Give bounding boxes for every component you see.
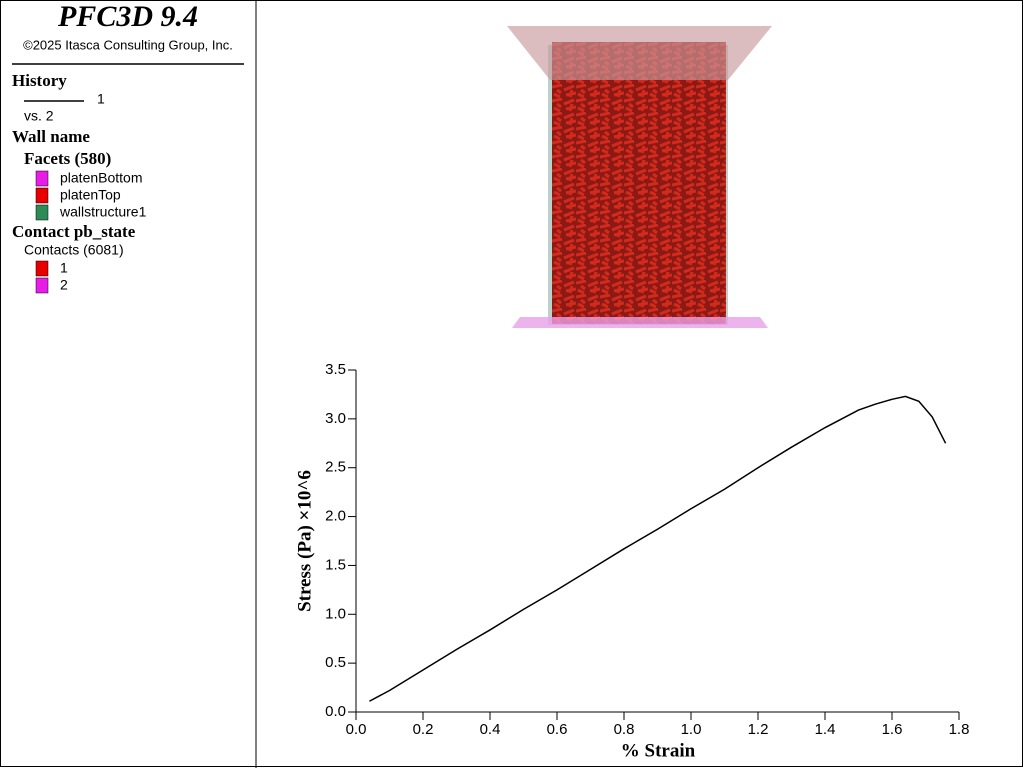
legend-subheading: Contacts (6081): [24, 242, 124, 258]
platen-bottom: [512, 317, 768, 328]
platen-top: [507, 26, 772, 80]
y-tick-label: 0.0: [325, 703, 346, 720]
y-tick-label: 1.5: [325, 556, 346, 573]
app-title: PFC3D 9.4: [57, 0, 198, 33]
model-render: [507, 26, 772, 328]
data-line: [369, 395, 947, 702]
y-tick-label: 3.5: [325, 361, 346, 378]
x-tick-label: 0.2: [413, 721, 434, 738]
y-tick-label: 3.0: [325, 410, 346, 427]
legend-swatch: [35, 170, 49, 187]
y-tick-label: 0.5: [325, 654, 346, 671]
legend-swatch: [35, 277, 49, 294]
copyright: ©2025 Itasca Consulting Group, Inc.: [23, 37, 233, 52]
legend-label: platenTop: [60, 187, 121, 203]
legend-label: wallstructure1: [59, 204, 147, 220]
particles: [552, 42, 726, 324]
legend-label: 1: [60, 260, 68, 276]
x-tick-label: 1.4: [815, 721, 836, 738]
legend-label: 1: [97, 91, 105, 107]
legend-heading: History: [12, 71, 67, 90]
y-tick-label: 2.0: [325, 508, 346, 525]
x-tick-label: 0.8: [614, 721, 635, 738]
legend-swatch: [35, 204, 49, 221]
x-tick-label: 0.0: [346, 721, 367, 738]
legend-swatch: [35, 187, 49, 204]
x-axis-label: % Strain: [621, 740, 696, 761]
legend-swatch: [35, 260, 49, 277]
legend-heading: Wall name: [12, 127, 90, 146]
y-axis-label: Stress (Pa) ×10^6: [294, 470, 315, 612]
x-tick-label: 1.0: [681, 721, 702, 738]
y-tick-label: 2.5: [325, 459, 346, 476]
legend-subheading: Facets (580): [24, 149, 111, 168]
legend-label: 2: [60, 277, 68, 293]
x-tick-label: 1.2: [748, 721, 769, 738]
legend-label: vs. 2: [24, 108, 54, 124]
y-tick-label: 1.0: [325, 605, 346, 622]
legend-label: platenBottom: [60, 170, 143, 186]
legend-heading: Contact pb_state: [12, 222, 136, 241]
x-tick-label: 1.8: [949, 721, 970, 738]
x-tick-label: 1.6: [882, 721, 903, 738]
x-tick-label: 0.6: [547, 721, 568, 738]
x-tick-label: 0.4: [480, 721, 501, 738]
